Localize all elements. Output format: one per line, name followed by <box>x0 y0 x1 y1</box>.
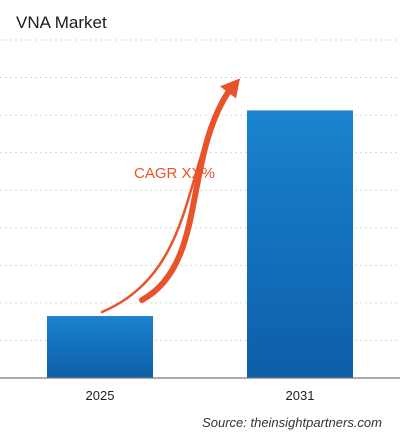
x-tick-label: 2031 <box>286 388 315 403</box>
chart-title: VNA Market <box>16 13 107 32</box>
cagr-annotation: CAGR XX% <box>134 165 215 182</box>
gridlines <box>0 39 400 341</box>
x-tick-label: 2025 <box>86 388 115 403</box>
cagr-arrow-shaft <box>139 89 231 304</box>
source-credit: Source: theinsightpartners.com <box>202 415 382 430</box>
cagr-arrowhead <box>220 78 240 99</box>
bar-2031 <box>247 110 353 379</box>
bar-2025 <box>47 316 153 378</box>
bars <box>47 110 353 379</box>
x-tick-labels: 2025 2031 <box>86 388 315 403</box>
cagr-arrow <box>100 78 240 314</box>
